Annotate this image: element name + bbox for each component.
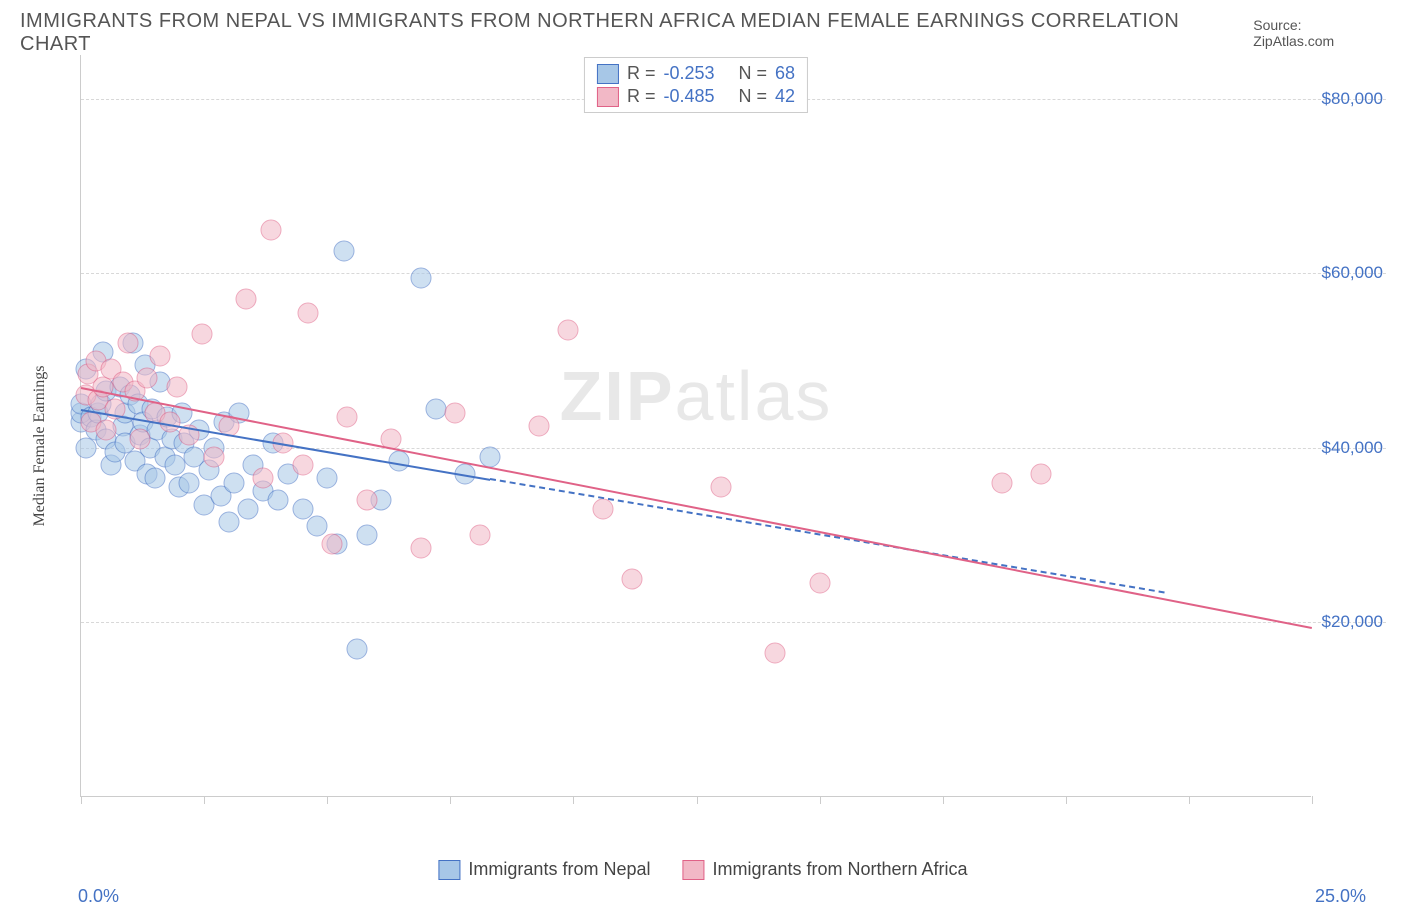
x-tick: [697, 796, 698, 804]
scatter-point: [558, 319, 579, 340]
scatter-point: [991, 472, 1012, 493]
scatter-point: [223, 472, 244, 493]
stat-n-value: 42: [775, 86, 795, 107]
legend-item: Immigrants from Nepal: [438, 859, 650, 880]
scatter-point: [356, 525, 377, 546]
scatter-point: [1031, 464, 1052, 485]
correlation-stats-box: R = -0.253 N = 68 R = -0.485 N = 42: [584, 57, 808, 113]
x-tick: [204, 796, 205, 804]
scatter-point: [809, 573, 830, 594]
x-axis-max-label: 25.0%: [1315, 886, 1366, 907]
legend-label: Immigrants from Nepal: [468, 859, 650, 880]
scatter-point: [469, 525, 490, 546]
trendline: [81, 387, 1312, 629]
stat-n-value: 68: [775, 63, 795, 84]
legend-swatch: [438, 860, 460, 880]
x-tick: [1189, 796, 1190, 804]
scatter-point: [336, 407, 357, 428]
scatter-point: [765, 642, 786, 663]
scatter-point: [179, 472, 200, 493]
scatter-point: [622, 568, 643, 589]
chart-title: IMMIGRANTS FROM NEPAL VS IMMIGRANTS FROM…: [20, 10, 1253, 56]
scatter-point: [292, 498, 313, 519]
stat-n-label: N =: [739, 63, 768, 84]
scatter-point: [238, 498, 259, 519]
y-tick-label: $40,000: [1322, 438, 1383, 458]
scatter-point: [388, 450, 409, 471]
stat-n-label: N =: [739, 86, 768, 107]
stats-row: R = -0.485 N = 42: [597, 85, 795, 108]
scatter-point: [425, 398, 446, 419]
x-tick: [573, 796, 574, 804]
scatter-point: [322, 533, 343, 554]
gridline: [81, 622, 1386, 623]
scatter-point: [317, 468, 338, 489]
scatter-point: [410, 538, 431, 559]
scatter-point: [95, 420, 116, 441]
y-tick-label: $60,000: [1322, 263, 1383, 283]
scatter-point: [191, 324, 212, 345]
scatter-point: [346, 638, 367, 659]
scatter-point: [167, 376, 188, 397]
scatter-point: [260, 219, 281, 240]
x-tick: [1312, 796, 1313, 804]
y-axis-label: Median Female Earnings: [31, 366, 49, 527]
plot-area: ZIPatlas R =-0.253N =68R =-0.485N =42 $2…: [80, 55, 1311, 797]
stat-r-label: R =: [627, 63, 656, 84]
x-tick: [1066, 796, 1067, 804]
scatter-point: [711, 477, 732, 498]
scatter-point: [253, 468, 274, 489]
stats-row: R = -0.253 N = 68: [597, 62, 795, 85]
chart-container: Median Female Earnings ZIPatlas R =-0.25…: [50, 55, 1386, 837]
scatter-point: [137, 367, 158, 388]
scatter-point: [130, 429, 151, 450]
stat-r-label: R =: [627, 86, 656, 107]
scatter-point: [592, 498, 613, 519]
scatter-point: [149, 346, 170, 367]
scatter-point: [528, 416, 549, 437]
scatter-point: [117, 333, 138, 354]
scatter-point: [218, 512, 239, 533]
legend-item: Immigrants from Northern Africa: [682, 859, 967, 880]
stat-r-value: -0.253: [663, 63, 714, 84]
scatter-point: [297, 302, 318, 323]
scatter-point: [164, 455, 185, 476]
legend: Immigrants from Nepal Immigrants from Nor…: [438, 859, 967, 880]
scatter-point: [445, 402, 466, 423]
legend-swatch: [682, 860, 704, 880]
scatter-point: [292, 455, 313, 476]
legend-swatch: [597, 87, 619, 107]
x-axis-min-label: 0.0%: [78, 886, 119, 907]
scatter-point: [479, 446, 500, 467]
x-tick: [327, 796, 328, 804]
x-tick: [450, 796, 451, 804]
scatter-point: [144, 468, 165, 489]
scatter-point: [235, 289, 256, 310]
watermark: ZIPatlas: [560, 356, 833, 436]
scatter-point: [334, 241, 355, 262]
scatter-point: [159, 411, 180, 432]
gridline: [81, 273, 1386, 274]
y-tick-label: $80,000: [1322, 89, 1383, 109]
scatter-point: [307, 516, 328, 537]
y-tick-label: $20,000: [1322, 612, 1383, 632]
scatter-point: [203, 446, 224, 467]
stat-r-value: -0.485: [663, 86, 714, 107]
x-tick: [81, 796, 82, 804]
legend-label: Immigrants from Northern Africa: [712, 859, 967, 880]
x-tick: [820, 796, 821, 804]
scatter-point: [356, 490, 377, 511]
scatter-point: [267, 490, 288, 511]
scatter-point: [410, 267, 431, 288]
x-tick: [943, 796, 944, 804]
source-attribution: Source: ZipAtlas.com: [1253, 17, 1386, 49]
legend-swatch: [597, 64, 619, 84]
